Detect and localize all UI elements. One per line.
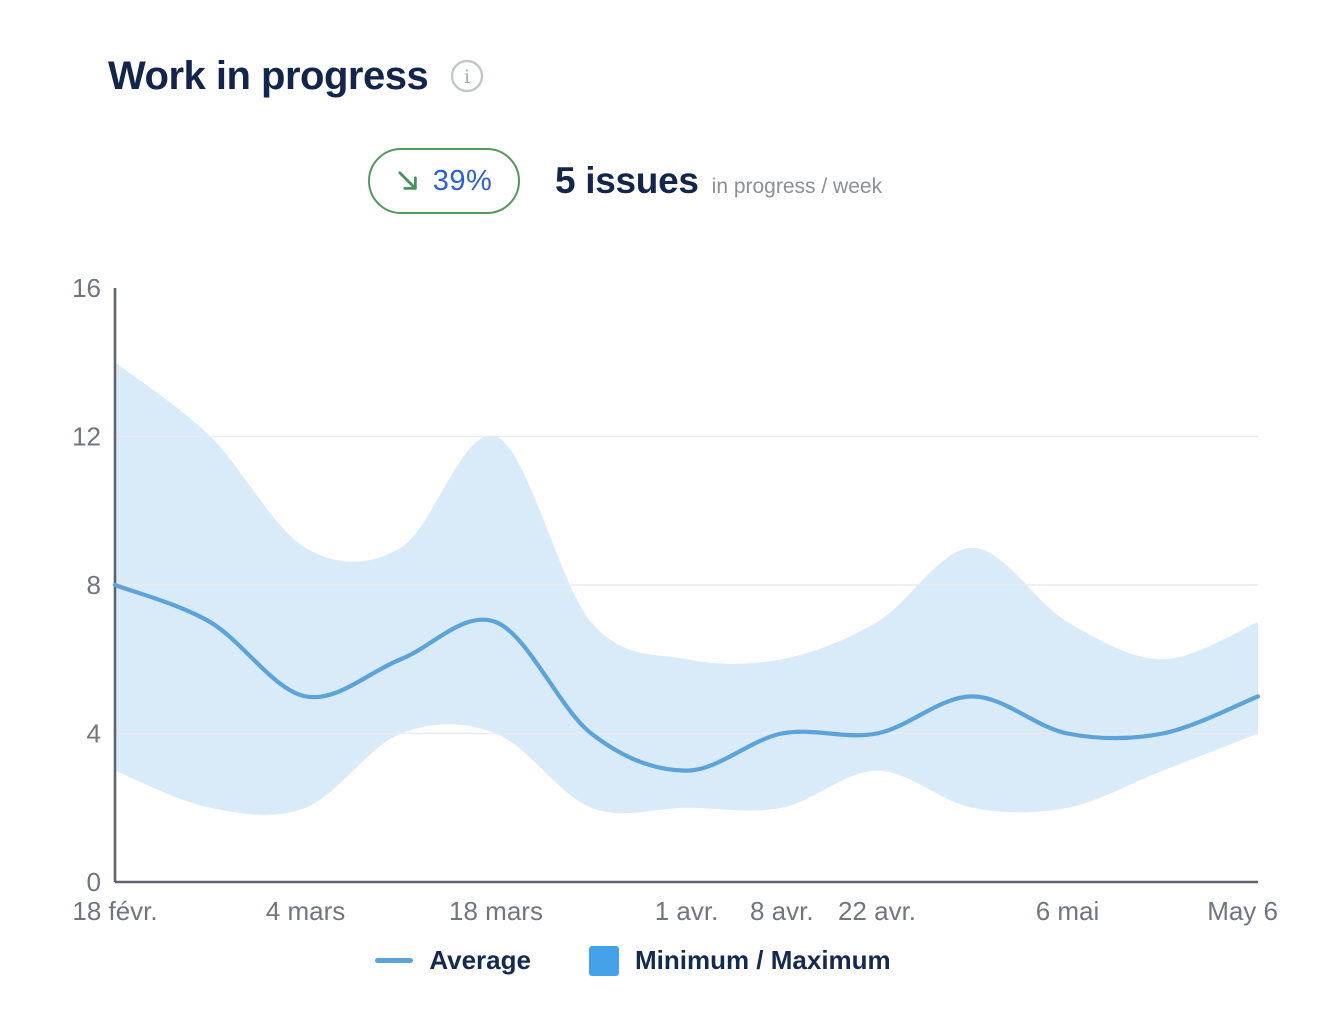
page-title: Work in progress [108, 54, 429, 98]
trend-badge: 39% [368, 148, 520, 214]
chart-canvas[interactable]: 0 4 8 12 16 18 févr. 4 mars 18 mars 1 avr. 8 avr.… [0, 256, 1326, 936]
svg-text:May 6: May 6 [1207, 896, 1278, 926]
average-line-swatch [375, 958, 414, 963]
legend-label: Average [429, 945, 531, 975]
legend-item-average: Average [375, 945, 531, 976]
svg-text:1 avr.: 1 avr. [655, 896, 719, 926]
svg-text:i: i [464, 66, 470, 88]
svg-text:18 févr.: 18 févr. [72, 896, 157, 926]
trend-value: 39% [432, 164, 493, 197]
svg-text:8 avr.: 8 avr. [750, 896, 814, 926]
metric-unit: in progress / week [711, 175, 883, 198]
arrow-down-right-icon [398, 170, 417, 190]
svg-text:6 mai: 6 mai [1036, 896, 1100, 926]
svg-text:4: 4 [87, 719, 101, 749]
svg-text:12: 12 [72, 422, 101, 452]
metric-value: 5 issues [555, 160, 699, 201]
wip-chart[interactable]: 0 4 8 12 16 18 févr. 4 mars 18 mars 1 avr. 8 avr.… [0, 256, 1326, 936]
summary-row: 39% 5 issues in progress / week [368, 148, 882, 214]
svg-text:18 mars: 18 mars [449, 896, 543, 926]
svg-text:16: 16 [72, 273, 101, 303]
svg-text:4 mars: 4 mars [266, 896, 345, 926]
header: Work in progress i [108, 52, 484, 100]
legend-item-min-max: Minimum / Maximum [588, 945, 891, 976]
info-icon[interactable]: i [450, 59, 484, 93]
svg-text:8: 8 [87, 570, 101, 600]
svg-text:22 avr.: 22 avr. [838, 896, 916, 926]
svg-text:0: 0 [87, 867, 101, 897]
metric: 5 issues in progress / week [555, 160, 882, 202]
chart-legend: Average Minimum / Maximum [0, 945, 1296, 976]
min-max-band-swatch [588, 945, 619, 976]
legend-label: Minimum / Maximum [634, 945, 891, 975]
